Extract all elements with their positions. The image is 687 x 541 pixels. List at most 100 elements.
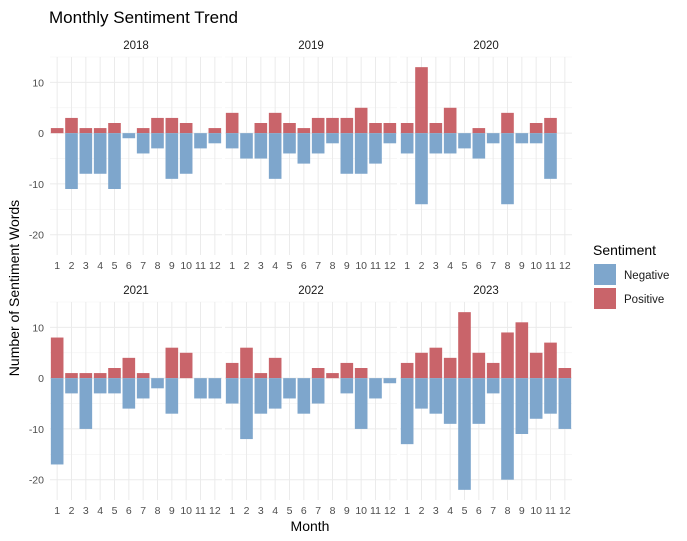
- bar-positive-2021-4: [93, 373, 107, 379]
- bar-positive-2023-11: [544, 342, 557, 379]
- legend: Sentiment Negative Positive: [593, 242, 669, 309]
- y-tick-label: -20: [29, 475, 44, 487]
- bar-negative-2023-10: [529, 378, 543, 419]
- facet-strip-label: 2019: [298, 40, 324, 52]
- x-tick-label: 4: [447, 505, 453, 517]
- bar-positive-2020-11: [544, 117, 557, 134]
- bar-positive-2021-10: [179, 352, 193, 379]
- x-tick-label: 7: [315, 260, 321, 272]
- x-tick-label: 10: [355, 505, 367, 517]
- bar-negative-2019-1: [225, 133, 239, 149]
- bar-negative-2023-4: [443, 378, 457, 424]
- bar-positive-2019-4: [268, 112, 282, 134]
- x-tick-label: 8: [505, 505, 511, 517]
- bar-negative-2022-6: [297, 378, 311, 414]
- bar-negative-2018-12: [208, 133, 222, 144]
- bar-negative-2020-8: [501, 133, 514, 205]
- bar-negative-2020-5: [458, 133, 471, 149]
- x-tick-label: 4: [97, 505, 103, 517]
- x-tick-label: 11: [370, 505, 381, 517]
- bar-positive-2020-2: [415, 67, 428, 134]
- bar-positive-2020-10: [529, 123, 543, 134]
- bar-negative-2018-3: [79, 133, 93, 174]
- bar-negative-2019-3: [254, 133, 268, 159]
- x-tick-label: 11: [370, 260, 381, 272]
- x-tick-label: 8: [505, 260, 511, 272]
- bar-positive-2020-8: [501, 112, 514, 134]
- x-tick-label: 12: [559, 260, 571, 272]
- x-tick-label: 1: [229, 260, 235, 272]
- y-tick-label: 0: [38, 373, 44, 385]
- x-tick-label: 6: [126, 260, 132, 272]
- x-tick-label: 9: [519, 505, 525, 517]
- x-tick-label: 1: [404, 260, 410, 272]
- facet-strip-label: 2023: [473, 285, 499, 297]
- bar-negative-2021-2: [65, 378, 78, 394]
- y-tick-label: -10: [29, 179, 44, 191]
- x-tick-label: 7: [490, 505, 496, 517]
- bar-positive-2022-4: [268, 357, 282, 379]
- x-tick-label: 9: [344, 260, 350, 272]
- bar-positive-2022-9: [340, 362, 354, 379]
- bar-positive-2019-11: [369, 123, 382, 134]
- bar-negative-2023-11: [544, 378, 557, 414]
- x-tick-label: 9: [519, 260, 525, 272]
- bar-negative-2021-7: [136, 378, 150, 399]
- chart-title: Monthly Sentiment Trend: [49, 8, 238, 27]
- bar-negative-2023-7: [486, 378, 500, 394]
- x-tick-label: 7: [490, 260, 496, 272]
- bar-positive-2021-2: [65, 373, 78, 379]
- bar-positive-2019-12: [383, 123, 397, 134]
- bar-positive-2023-9: [515, 322, 529, 379]
- bar-negative-2023-12: [558, 378, 572, 429]
- x-tick-label: 5: [287, 505, 293, 517]
- x-tick-label: 2: [419, 260, 425, 272]
- bar-negative-2020-9: [515, 133, 529, 144]
- x-tick-label: 4: [447, 260, 453, 272]
- bar-negative-2020-10: [529, 133, 543, 144]
- bar-negative-2023-1: [400, 378, 414, 445]
- bar-positive-2018-4: [93, 128, 107, 134]
- bar-negative-2019-6: [297, 133, 311, 164]
- facet-strip-label: 2018: [123, 40, 149, 52]
- x-tick-label: 2: [244, 505, 250, 517]
- bar-negative-2020-11: [544, 133, 557, 179]
- bar-positive-2021-6: [122, 357, 136, 379]
- bar-positive-2020-4: [443, 107, 457, 134]
- bar-negative-2020-6: [472, 133, 486, 159]
- x-tick-label: 7: [140, 505, 146, 517]
- bar-negative-2018-2: [65, 133, 78, 189]
- bar-positive-2022-3: [254, 373, 268, 379]
- x-tick-label: 8: [330, 505, 336, 517]
- x-tick-label: 5: [462, 505, 468, 517]
- bar-negative-2021-5: [108, 378, 121, 394]
- legend-swatch-negative: [594, 264, 616, 285]
- bar-positive-2018-2: [65, 117, 78, 134]
- x-tick-label: 11: [195, 505, 206, 517]
- legend-swatch-positive: [594, 288, 616, 309]
- bar-negative-2022-2: [240, 378, 253, 440]
- x-tick-label: 6: [476, 505, 482, 517]
- bar-negative-2023-5: [458, 378, 471, 490]
- x-tick-label: 2: [419, 505, 425, 517]
- bar-positive-2019-3: [254, 123, 268, 134]
- bar-positive-2018-8: [151, 117, 164, 134]
- x-tick-label: 9: [344, 505, 350, 517]
- x-tick-label: 12: [209, 505, 221, 517]
- bar-positive-2022-2: [240, 347, 253, 379]
- facet-strip-label: 2021: [123, 285, 149, 297]
- bar-negative-2020-3: [429, 133, 443, 154]
- bar-negative-2019-4: [268, 133, 282, 179]
- x-tick-label: 3: [433, 260, 439, 272]
- legend-label-positive: Positive: [624, 294, 664, 306]
- bar-positive-2023-10: [529, 352, 543, 379]
- x-tick-label: 11: [545, 505, 556, 517]
- bar-positive-2022-7: [311, 368, 325, 379]
- bar-positive-2022-8: [326, 373, 339, 379]
- facet-strip-label: 2020: [473, 40, 499, 52]
- bar-negative-2018-11: [194, 133, 207, 149]
